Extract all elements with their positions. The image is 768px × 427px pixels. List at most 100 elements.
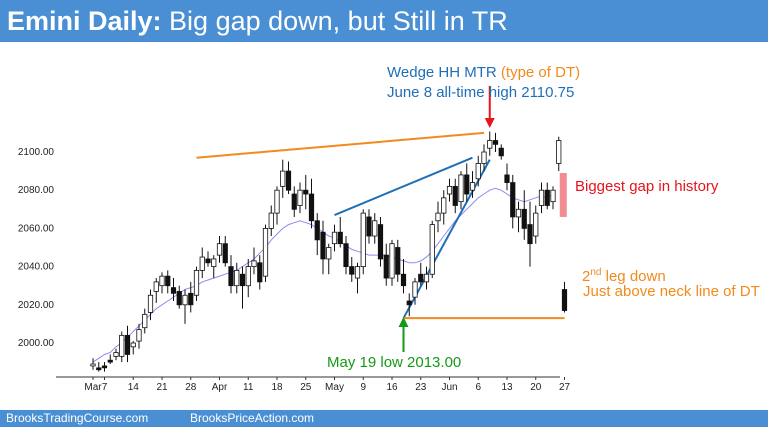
- gap-annotation: Biggest gap in history: [575, 178, 719, 195]
- bull-candle: [556, 140, 562, 164]
- bear-candle: [418, 273, 424, 283]
- bull-candle: [354, 266, 361, 279]
- leg-superscript: nd: [590, 267, 602, 278]
- bear-candle: [504, 174, 510, 183]
- bear-candle: [165, 275, 171, 287]
- bear-candle: [510, 182, 516, 218]
- bear-candle: [349, 266, 355, 275]
- bear-candle: [366, 216, 372, 237]
- bear-candle: [395, 247, 401, 275]
- may-low-annotation: May 19 low 2013.00: [327, 354, 462, 371]
- bear-candle: [343, 243, 349, 267]
- bull-candle: [441, 197, 447, 214]
- bull-candle: [119, 334, 125, 357]
- x-tick-label: 25: [300, 382, 312, 393]
- bull-candle: [234, 270, 240, 287]
- y-tick-label: 2000.00: [18, 338, 55, 349]
- bull-candle: [262, 227, 269, 277]
- bull-candle: [423, 273, 430, 283]
- bear-candle: [170, 287, 177, 294]
- bull-candle: [446, 185, 453, 195]
- x-tick-label: 13: [501, 382, 513, 393]
- footer-bar: BrooksTradingCourse.com BrooksPriceActio…: [0, 410, 768, 427]
- leg-number: 2: [582, 268, 591, 285]
- bear-candle: [400, 273, 407, 287]
- bull-candle: [113, 352, 119, 357]
- wedge-label: Wedge HH MTR: [387, 64, 501, 81]
- y-tick-label: 2020.00: [18, 300, 55, 311]
- bull-candle: [360, 212, 366, 267]
- bear-candle: [544, 189, 550, 206]
- trendline-orange_top: [196, 131, 485, 159]
- bear-candle: [101, 365, 108, 369]
- bear-candle: [308, 193, 315, 222]
- neckline-annotation: Just above neck line of DT: [583, 283, 760, 300]
- trendline-blue_trend_from_low: [402, 159, 491, 319]
- bear-candle: [452, 185, 458, 206]
- bull-candle: [538, 189, 545, 206]
- bull-candle: [193, 270, 200, 296]
- bull-candle: [469, 182, 476, 191]
- bear-candle: [492, 140, 499, 145]
- bear-candle: [406, 300, 412, 306]
- bull-candle: [297, 189, 303, 206]
- bear-candle: [222, 243, 228, 264]
- second-leg-annotation: 2nd leg down: [582, 264, 666, 286]
- bear-candle: [464, 174, 470, 195]
- leg-text: leg down: [601, 268, 666, 285]
- title-banner: Emini Daily: Big gap down, but Still in …: [0, 0, 768, 42]
- bull-candle: [515, 208, 522, 218]
- wedge-annotation-line1: Wedge HH MTR (type of DT): [387, 64, 580, 82]
- bear-candle: [257, 262, 263, 283]
- x-tick-label: 21: [156, 382, 168, 393]
- bear-candle: [291, 193, 297, 210]
- bull-candle: [182, 294, 188, 306]
- y-tick-label: 2040.00: [18, 262, 55, 273]
- gap-box: [559, 173, 567, 217]
- wedge-annotation-line2: June 8 all-time high 2110.75: [387, 84, 575, 101]
- bear-candle: [176, 291, 182, 306]
- bull-candle: [216, 243, 223, 256]
- x-tick-label: 18: [271, 382, 283, 393]
- bull-candle: [90, 363, 96, 367]
- bear-candle: [188, 292, 194, 306]
- bull-candle: [280, 170, 286, 187]
- bull-candle: [159, 275, 165, 287]
- y-tick-label: 2060.00: [18, 223, 55, 234]
- bear-candle: [337, 231, 343, 245]
- bull-candle: [147, 294, 154, 313]
- x-tick-label: 23: [415, 382, 427, 393]
- x-tick-label: 16: [386, 382, 398, 393]
- bear-candle: [96, 367, 102, 371]
- bull-candle: [435, 212, 441, 222]
- bear-candle: [314, 220, 320, 241]
- x-tick-label: Jun: [441, 382, 457, 393]
- bear-candle: [107, 359, 113, 363]
- bull-candle: [475, 163, 481, 180]
- bull-candle: [331, 231, 338, 245]
- footer-left-link[interactable]: BrooksTradingCourse.com: [6, 411, 149, 425]
- bear-candle: [498, 147, 504, 157]
- bull-candle: [268, 212, 274, 229]
- bear-candle: [124, 334, 131, 355]
- bull-candle: [412, 281, 418, 298]
- x-tick-label: 7: [102, 382, 108, 393]
- y-tick-label: 2080.00: [18, 185, 55, 196]
- bull-candle: [458, 174, 464, 203]
- trendline-blue_lower_wedge: [334, 156, 473, 216]
- footer-right-link[interactable]: BrooksPriceAction.com: [190, 411, 315, 425]
- x-tick-label: 11: [243, 382, 254, 393]
- bear-candle: [320, 231, 326, 260]
- x-tick-label: 27: [559, 382, 571, 393]
- bull-candle: [211, 258, 217, 268]
- bear-candle: [377, 224, 384, 260]
- bull-candle: [372, 220, 378, 237]
- bull-candle: [142, 313, 148, 329]
- bull-candle: [533, 212, 539, 237]
- x-tick-label: 6: [475, 382, 481, 393]
- bull-candle: [136, 329, 142, 342]
- x-tick-label: 20: [530, 382, 542, 393]
- bull-candle: [153, 281, 159, 292]
- bull-candle: [550, 189, 556, 203]
- green-arrow-head: [398, 317, 409, 327]
